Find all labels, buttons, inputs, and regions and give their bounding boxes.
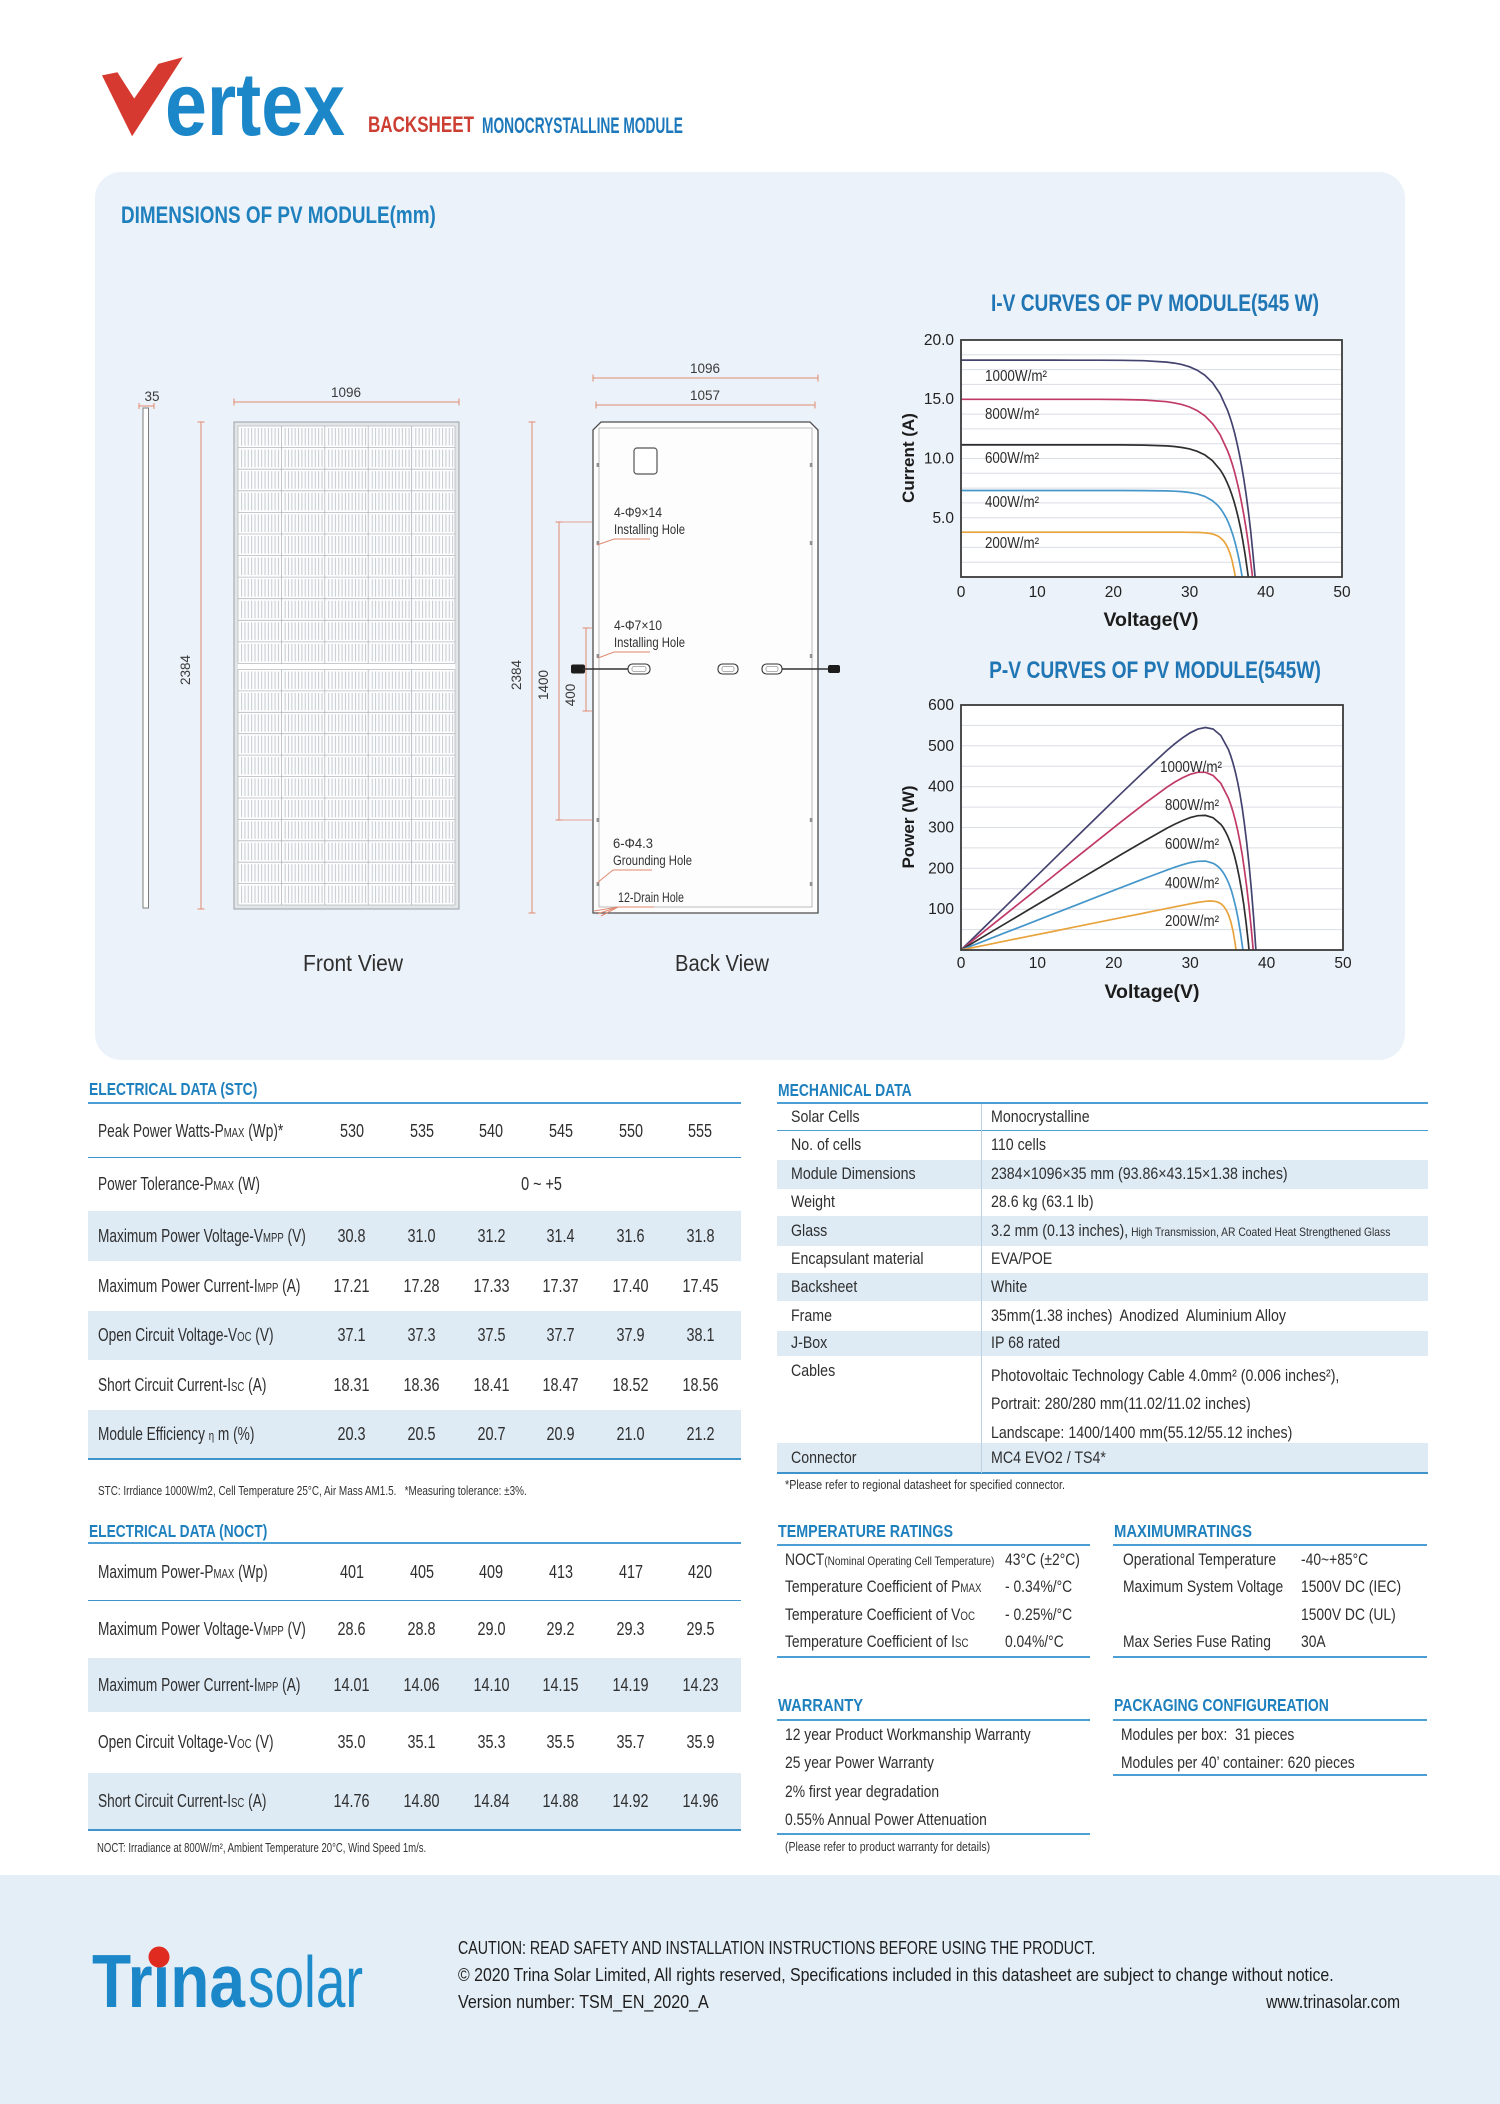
svg-text:600W/m²: 600W/m² xyxy=(985,450,1039,467)
svg-text:10: 10 xyxy=(1029,584,1047,601)
svg-text:50: 50 xyxy=(1334,955,1352,972)
svg-text:1000W/m²: 1000W/m² xyxy=(1160,759,1222,776)
svg-text:Voltage(V): Voltage(V) xyxy=(1105,981,1200,1003)
svg-text:20: 20 xyxy=(1105,584,1123,601)
svg-text:2384: 2384 xyxy=(509,659,524,690)
svg-text:1096: 1096 xyxy=(331,385,361,400)
svg-text:100: 100 xyxy=(928,901,954,918)
svg-text:1400: 1400 xyxy=(536,670,551,700)
svg-text:4-Φ9×14: 4-Φ9×14 xyxy=(614,505,662,520)
svg-text:200: 200 xyxy=(928,860,954,877)
svg-text:400W/m²: 400W/m² xyxy=(1165,875,1219,892)
svg-text:Voltage(V): Voltage(V) xyxy=(1104,609,1199,631)
svg-text:6-Φ4.3: 6-Φ4.3 xyxy=(613,836,653,851)
svg-text:2384: 2384 xyxy=(178,654,193,685)
svg-text:40: 40 xyxy=(1257,584,1275,601)
svg-text:200W/m²: 200W/m² xyxy=(1165,913,1219,930)
svg-text:50: 50 xyxy=(1333,584,1351,601)
svg-text:Power (W): Power (W) xyxy=(899,785,918,868)
svg-text:200W/m²: 200W/m² xyxy=(985,535,1039,552)
svg-text:500: 500 xyxy=(928,738,954,755)
svg-text:35: 35 xyxy=(144,389,159,404)
svg-text:15.0: 15.0 xyxy=(924,391,955,408)
svg-text:20.0: 20.0 xyxy=(924,332,955,349)
svg-text:Current (A): Current (A) xyxy=(899,413,918,503)
svg-text:1057: 1057 xyxy=(690,388,720,403)
svg-text:5.0: 5.0 xyxy=(932,510,954,527)
svg-text:600W/m²: 600W/m² xyxy=(1165,836,1219,853)
svg-text:20: 20 xyxy=(1105,955,1123,972)
svg-text:600: 600 xyxy=(928,697,954,714)
svg-text:40: 40 xyxy=(1258,955,1276,972)
svg-text:Installing Hole: Installing Hole xyxy=(614,522,685,537)
svg-text:12-Drain Hole: 12-Drain Hole xyxy=(618,890,684,905)
svg-text:10: 10 xyxy=(1029,955,1047,972)
svg-text:Back View: Back View xyxy=(675,950,769,975)
svg-text:30: 30 xyxy=(1182,955,1200,972)
svg-text:Installing Hole: Installing Hole xyxy=(614,635,685,650)
svg-text:Grounding Hole: Grounding Hole xyxy=(613,853,692,868)
svg-text:ertex: ertex xyxy=(165,55,345,150)
svg-text:10.0: 10.0 xyxy=(924,451,955,468)
svg-text:800W/m²: 800W/m² xyxy=(985,406,1039,423)
svg-text:Trına: Trına xyxy=(92,1939,246,2020)
svg-text:800W/m²: 800W/m² xyxy=(1165,797,1219,814)
svg-text:4-Φ7×10: 4-Φ7×10 xyxy=(614,618,662,633)
svg-text:1096: 1096 xyxy=(690,361,720,376)
svg-text:400: 400 xyxy=(928,779,954,796)
svg-text:0: 0 xyxy=(957,584,966,601)
svg-text:400: 400 xyxy=(563,684,578,707)
svg-text:0: 0 xyxy=(957,955,966,972)
svg-text:solar: solar xyxy=(248,1943,363,2020)
svg-text:30: 30 xyxy=(1181,584,1199,601)
svg-text:1000W/m²: 1000W/m² xyxy=(985,368,1047,385)
svg-text:Front View: Front View xyxy=(303,950,403,976)
svg-text:400W/m²: 400W/m² xyxy=(985,494,1039,511)
svg-text:300: 300 xyxy=(928,820,954,837)
